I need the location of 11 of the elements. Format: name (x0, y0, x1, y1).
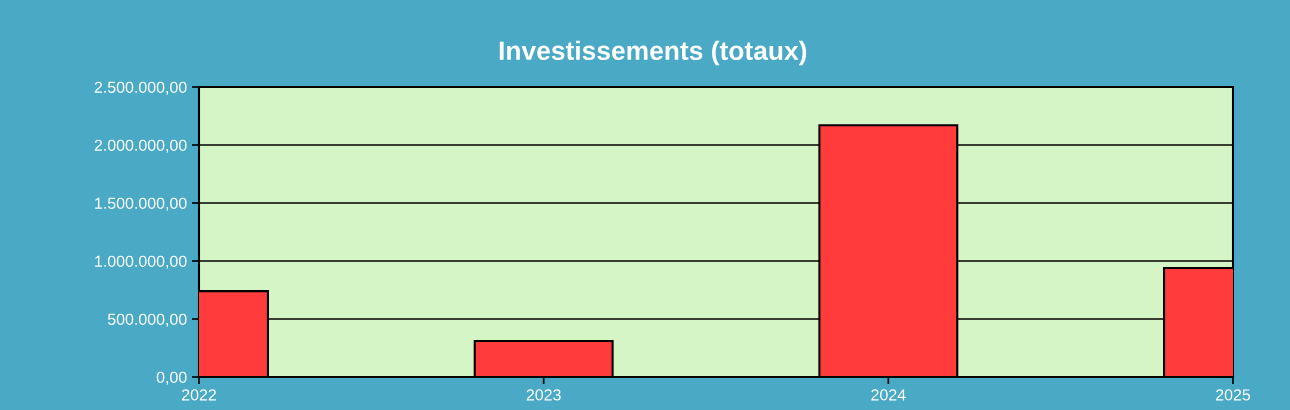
y-tick-label: 1.000.000,00 (95, 255, 187, 269)
x-tick-label: 2022 (182, 389, 216, 401)
y-tick-label: 2.500.000,00 (94, 81, 187, 95)
y-tick-label: 0,00 (156, 371, 187, 385)
x-tick-label: 2024 (871, 389, 906, 401)
y-tick-label: 500.000,00 (107, 313, 187, 327)
y-tick-label: 2.000.000,00 (94, 139, 187, 153)
y-tick-label: 1.500.000,00 (95, 197, 187, 211)
x-tick-label: 2023 (526, 389, 561, 401)
chart-title: Investissements (totaux) (499, 40, 807, 66)
x-tick-label: 2025 (1216, 389, 1251, 401)
